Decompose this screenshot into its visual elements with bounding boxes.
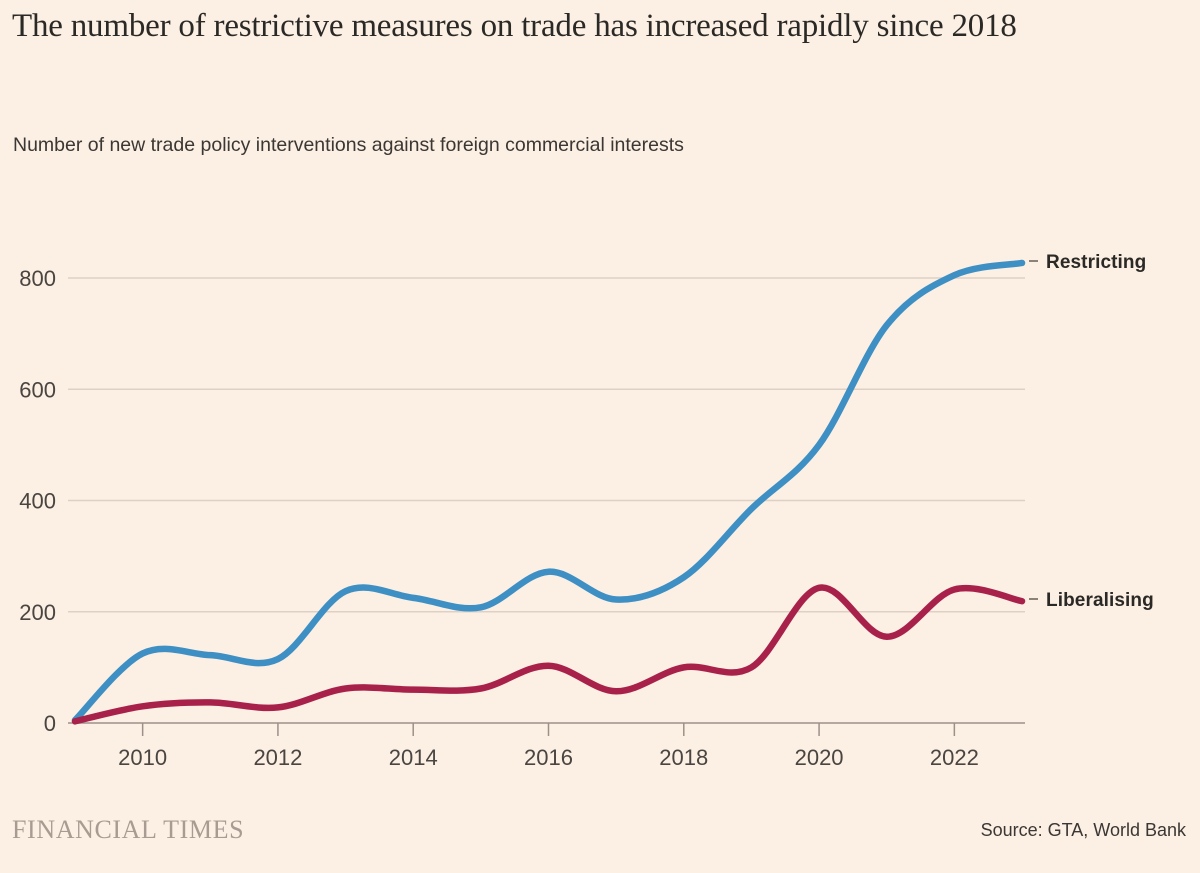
y-axis-tick-label: 400 <box>19 489 56 514</box>
y-axis-tick-label: 200 <box>19 600 56 625</box>
gridlines <box>68 277 1025 724</box>
y-axis-tick-label: 800 <box>19 266 56 291</box>
y-axis-tick-labels: 0 200 400 600 800 <box>19 266 56 736</box>
x-axis-tick-label: 2016 <box>524 745 573 770</box>
y-axis-tick-label: 600 <box>19 377 56 402</box>
series-label-liberalising: Liberalising <box>1029 590 1154 612</box>
series-label-restricting-text: Restricting <box>1046 252 1147 273</box>
chart-subtitle: Number of new trade policy interventions… <box>13 134 684 156</box>
x-axis-tick-label: 2014 <box>389 745 438 770</box>
source-note: Source: GTA, World Bank <box>980 820 1186 840</box>
legend-dash-icon <box>1029 598 1038 601</box>
x-axis-tick-label: 2010 <box>118 745 167 770</box>
series-label-liberalising-text: Liberalising <box>1046 590 1154 611</box>
x-axis-tick-label: 2020 <box>795 745 844 770</box>
legend-dash-icon <box>1029 260 1038 263</box>
x-axis-tick-label: 2018 <box>659 745 708 770</box>
series-line-restricting <box>71 259 1026 724</box>
series-lines <box>71 259 1026 725</box>
page-title: The number of restrictive measures on tr… <box>12 8 1017 44</box>
ft-logo: FINANCIAL TIMES <box>12 815 245 844</box>
x-axis-tick-label: 2012 <box>253 745 302 770</box>
x-axis-ticks <box>141 723 956 736</box>
x-axis-tick-label: 2022 <box>930 745 979 770</box>
y-axis-tick-label: 0 <box>44 711 56 736</box>
series-line-liberalising <box>71 584 1026 725</box>
x-axis-tick-labels: 2010 2012 2014 2016 2018 2020 2022 <box>118 745 979 770</box>
series-label-restricting: Restricting <box>1029 252 1146 274</box>
